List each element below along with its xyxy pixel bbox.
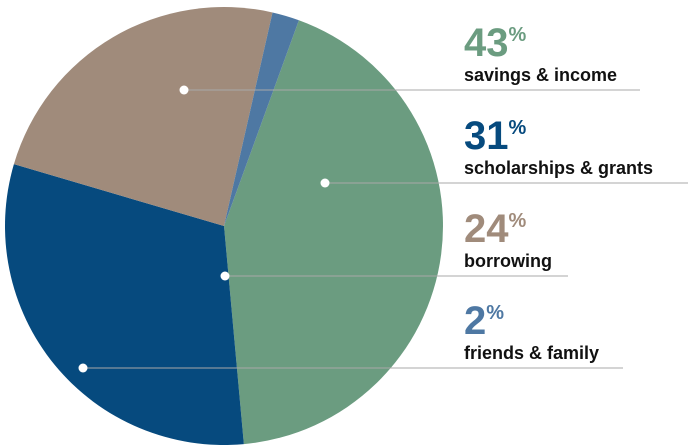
percent-label-3: 24% bbox=[464, 207, 527, 251]
leader-dot-4 bbox=[78, 363, 88, 373]
percent-value: 24 bbox=[464, 207, 509, 251]
percent-value: 2 bbox=[464, 299, 486, 343]
leader-lines bbox=[78, 85, 688, 373]
category-label-4: friends & family bbox=[464, 343, 599, 363]
pie-slice-1 bbox=[224, 20, 443, 445]
leader-dot-2 bbox=[320, 178, 330, 188]
pie-slice-2 bbox=[5, 164, 244, 445]
percent-value: 43 bbox=[464, 21, 509, 65]
category-label-1: savings & income bbox=[464, 65, 617, 85]
percent-symbol: % bbox=[486, 302, 504, 324]
pie-slice-3 bbox=[13, 6, 273, 227]
category-label-3: borrowing bbox=[464, 251, 552, 271]
pie-slices bbox=[5, 6, 443, 445]
percent-symbol: % bbox=[509, 24, 527, 46]
percent-symbol: % bbox=[509, 117, 527, 139]
percent-label-4: 2% bbox=[464, 299, 504, 343]
percent-label-2: 31% bbox=[464, 114, 527, 158]
pie-slice-4 bbox=[224, 12, 299, 226]
leader-dot-3 bbox=[220, 271, 230, 281]
category-label-2: scholarships & grants bbox=[464, 158, 653, 178]
percent-label-1: 43% bbox=[464, 21, 527, 65]
leader-dot-1 bbox=[179, 85, 189, 95]
percent-symbol: % bbox=[509, 210, 527, 232]
percent-value: 31 bbox=[464, 114, 509, 158]
